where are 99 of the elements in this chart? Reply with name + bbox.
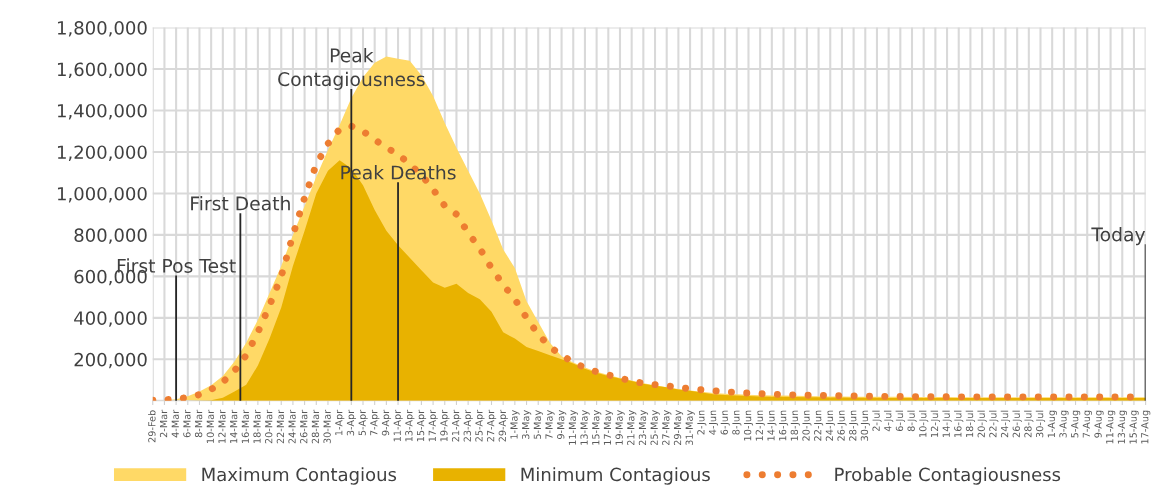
x-tick-label: 5-Aug	[1071, 410, 1081, 438]
y-tick-label: 1,400,000	[57, 103, 147, 120]
x-tick-label: 20-Jun	[802, 410, 812, 441]
x-tick-label: 14-Mar	[230, 409, 238, 443]
x-tick-label: 24-Jul	[1000, 410, 1011, 438]
x-tick-label: 13-May	[580, 410, 590, 445]
x-tick-label: 20-Mar	[265, 409, 273, 444]
x-tick-label: 28-Jul	[1024, 410, 1034, 438]
x-tick-label: 3-Aug	[1059, 410, 1069, 438]
x-tick-label: 23-Apr	[463, 409, 473, 442]
y-tick-label: 1,600,000	[57, 62, 147, 78]
x-tick-label: 11-Apr	[393, 409, 403, 442]
x-tick-label: 22-Mar	[276, 409, 285, 444]
x-tick-label: 4-Jul	[883, 410, 894, 432]
y-tick-label: 1,000,000	[57, 186, 147, 203]
x-tick-label: 26-Jun	[837, 410, 847, 441]
x-tick-label: 6-Mar	[183, 409, 191, 438]
x-tick-label: 8-Jun	[732, 410, 742, 435]
x-tick-label: 27-Apr	[486, 409, 497, 442]
x-tick-label: 15-Apr	[417, 409, 427, 442]
x-tick-label: 9-Aug	[1094, 410, 1104, 438]
x-tick-label: 25-Apr	[475, 409, 485, 442]
x-tick-label: 1-May	[510, 410, 520, 439]
x-tick-label: 12-Mar	[218, 409, 226, 443]
y-tick-label: 200,000	[74, 352, 147, 369]
x-tick-label: 30-Mar	[323, 409, 331, 444]
x-tick-label: 13-Apr	[405, 409, 415, 442]
x-tick-label: 18-Jun	[790, 410, 800, 441]
x-tick-label: 17-May	[603, 410, 614, 445]
legend-label: Minimum Contagious	[521, 467, 710, 485]
x-tick-label: 28-Jun	[849, 410, 859, 441]
x-tick-label: 26-Mar	[300, 409, 308, 444]
y-tick-label: 800,000	[74, 228, 147, 244]
y-tick-label: 400,000	[74, 311, 147, 327]
x-tick-label: 6-Jul	[895, 410, 905, 432]
x-tick-label: 22-Jul	[989, 410, 999, 438]
x-tick-label: 16-Jul	[954, 410, 964, 437]
x-tick-label: 24-Jun	[825, 410, 835, 441]
x-tick-label: 23-May	[638, 410, 649, 446]
x-tick-label: 11-Aug	[1106, 410, 1116, 444]
x-tick-label: 1-Apr	[335, 409, 345, 436]
x-tick-label: 25-May	[650, 410, 660, 446]
x-tick-label: 7-May	[545, 410, 555, 439]
x-tick-label: 8-Mar	[194, 409, 203, 438]
x-tick-label: 16-Jun	[778, 410, 789, 441]
x-tick-label: 10-Mar	[206, 409, 214, 443]
x-tick-label: 21-May	[627, 410, 637, 446]
x-tick-label: 6-Jun	[720, 410, 730, 435]
legend-label: Maximum Contagious	[202, 467, 397, 485]
x-tick-label: 21-Apr	[451, 409, 462, 442]
x-tick-label: 30-Jun	[860, 410, 870, 441]
x-tick-label: 30-Jul	[1035, 410, 1046, 438]
x-tick-label: 19-May	[615, 410, 625, 445]
x-tick-label: 9-May	[557, 410, 567, 440]
x-tick-label: 16-Mar	[241, 409, 250, 443]
x-tick-label: 12-Jun	[755, 410, 765, 441]
x-tick-label: 2-Mar	[159, 409, 168, 438]
x-tick-label: 29-May	[673, 410, 684, 446]
x-tick-label: 9-Apr	[381, 409, 392, 436]
x-tick-label: 5-May	[533, 410, 543, 439]
x-tick-label: 17-Aug	[1141, 410, 1151, 444]
x-tick-label: 18-Jul	[965, 410, 976, 437]
ref-line-label: First Death	[191, 196, 290, 211]
x-tick-label: 27-May	[662, 410, 672, 446]
x-tick-label: 7-Aug	[1082, 410, 1092, 438]
x-tick-label: 7-Apr	[370, 409, 380, 436]
x-tick-label: 10-Jun	[743, 410, 754, 441]
x-tick-label: 4-Jun	[709, 410, 719, 435]
x-tick-label: 19-Apr	[440, 409, 450, 442]
y-tick-label: 1,800,000	[57, 21, 147, 37]
x-tick-label: 29-Apr	[498, 409, 508, 442]
x-tick-label: 13-Aug	[1117, 410, 1127, 444]
ref-line-label: Today	[1091, 227, 1146, 246]
x-tick-label: 3-Apr	[346, 409, 357, 436]
x-tick-label: 12-Jul	[930, 410, 940, 437]
x-tick-label: 4-Mar	[171, 409, 179, 438]
x-tick-label: 24-Mar	[288, 409, 296, 444]
x-tick-label: 17-Apr	[428, 409, 438, 442]
x-tick-label: 20-Jul	[977, 410, 987, 438]
x-tick-label: 10-Jul	[918, 410, 929, 437]
x-tick-label: 1-Aug	[1047, 410, 1057, 438]
x-tick-label: 31-May	[685, 410, 695, 446]
y-tick-label: 1,200,000	[57, 145, 147, 161]
x-tick-label: 15-May	[592, 410, 602, 445]
x-tick-label: 26-Jul	[1012, 410, 1022, 438]
x-tick-label: 29-Feb	[148, 410, 156, 443]
x-tick-label: 28-Mar	[311, 409, 320, 444]
x-tick-label: 2-Jul	[872, 410, 882, 432]
x-tick-label: 14-Jun	[767, 410, 777, 441]
x-tick-label: 3-May	[522, 410, 532, 439]
x-tick-label: 5-Apr	[358, 409, 368, 436]
x-tick-label: 22-Jun	[814, 410, 824, 441]
x-tick-label: 15-Aug	[1129, 410, 1139, 444]
x-tick-label: 2-Jun	[697, 410, 707, 435]
x-tick-label: 18-Mar	[253, 409, 261, 443]
legend-label: Probable Contagiousness	[835, 467, 1061, 485]
x-tick-label: 14-Jul	[942, 410, 952, 437]
x-tick-label: 8-Jul	[907, 410, 917, 432]
x-tick-label: 11-May	[568, 410, 578, 445]
